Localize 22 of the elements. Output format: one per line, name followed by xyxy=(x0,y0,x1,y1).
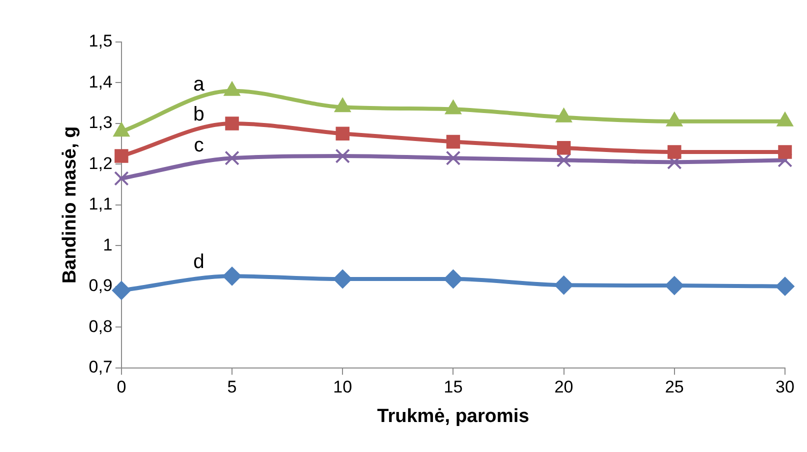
x-axis-title: Trukmė, paromis xyxy=(377,406,530,427)
y-tick-label: 1,4 xyxy=(88,72,112,92)
x-tick-label: 25 xyxy=(664,378,684,397)
y-tick-label: 0,9 xyxy=(88,276,112,296)
y-tick-label: 1,2 xyxy=(88,154,112,173)
y-tick-label: 1,3 xyxy=(88,113,112,132)
x-tick-label: 20 xyxy=(554,378,574,397)
y-tick-label: 0,7 xyxy=(88,357,112,376)
x-tick-label: 15 xyxy=(444,378,463,397)
y-tick-label: 1,1 xyxy=(88,194,112,214)
y-tick-label: 1 xyxy=(102,235,112,254)
series-label: b xyxy=(193,104,204,126)
series-label: c xyxy=(194,134,204,157)
series-label: d xyxy=(193,250,204,273)
x-tick-label: 0 xyxy=(116,378,126,397)
y-tick-label: 1,5 xyxy=(88,32,112,51)
series-label: a xyxy=(193,74,206,96)
x-tick-label: 5 xyxy=(227,378,237,397)
x-tick-label: 30 xyxy=(776,378,794,397)
y-axis-title: Bandinio masė, g xyxy=(60,126,81,284)
y-tick-label: 0,8 xyxy=(88,316,112,336)
x-tick-label: 10 xyxy=(333,378,352,397)
